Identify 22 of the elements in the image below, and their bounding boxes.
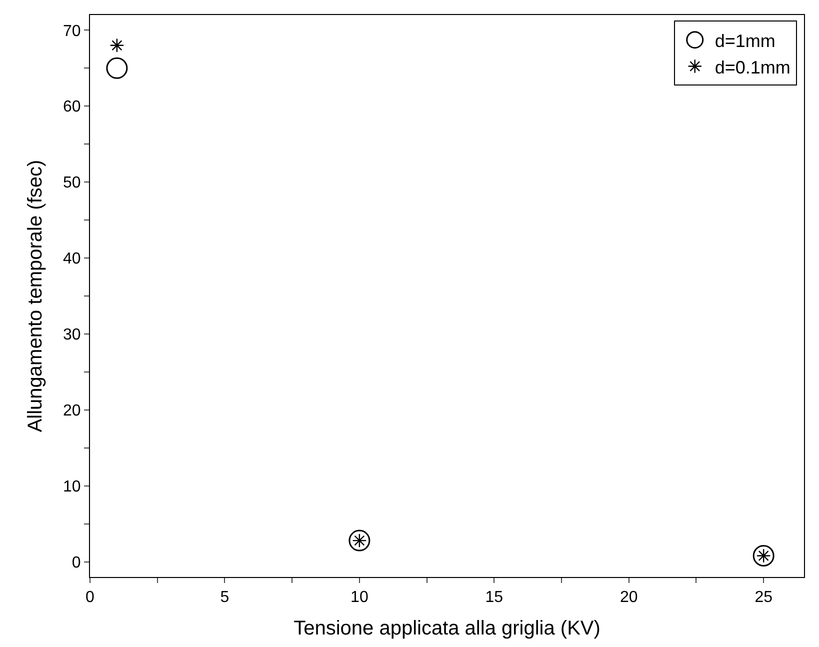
legend-label: d=0.1mm — [714, 57, 790, 78]
x-tick-label: 0 — [86, 589, 95, 606]
y-tick-label: 40 — [63, 250, 81, 268]
legend-label: d=1mm — [714, 30, 776, 51]
y-tick-label: 50 — [63, 174, 81, 192]
x-tick-label: 25 — [754, 589, 773, 606]
y-tick-label: 10 — [63, 478, 81, 496]
x-tick-label: 10 — [350, 589, 368, 606]
point — [110, 38, 124, 53]
point — [752, 544, 774, 566]
y-tick-label: 70 — [63, 22, 81, 40]
y-tick-label: 20 — [63, 402, 81, 420]
x-tick-label: 20 — [620, 589, 638, 606]
x-axis-title: Tensione applicata alla griglia (KV) — [294, 618, 600, 640]
y-tick-label: 0 — [72, 554, 81, 572]
point — [106, 57, 128, 79]
x-tick-label: 5 — [220, 589, 230, 606]
y-tick-label: 30 — [63, 326, 81, 344]
y-tick-label: 60 — [63, 98, 81, 116]
x-tick-label: 15 — [485, 589, 504, 606]
y-axis-title: Allungamento temporale (fsec) — [24, 160, 47, 432]
point — [348, 530, 370, 552]
